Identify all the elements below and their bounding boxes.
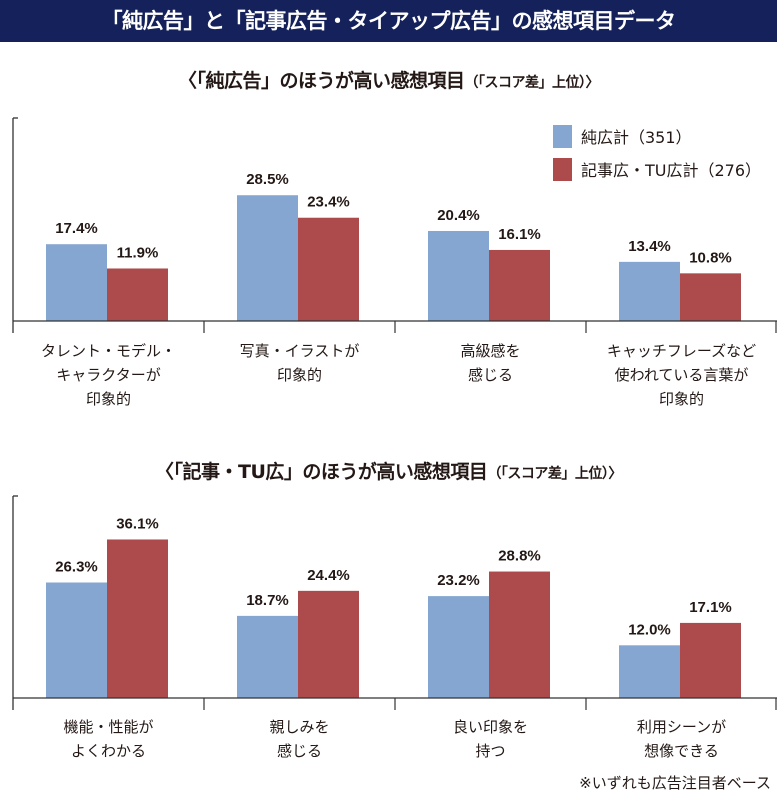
category-label: 利用シーンが [637,718,726,736]
data-label: 16.1% [498,226,541,243]
chart2-title: 〈「記事・TU広」のほうが高い感想項目（「スコア差」上位）〉 [0,457,777,484]
data-label: 17.4% [55,220,98,237]
category-label: 親しみを [269,718,329,736]
title-bar: 「純広告」と「記事広告・タイアップ広告」の感想項目データ [0,0,777,42]
bar-series2 [680,622,741,698]
chart1-title-main: 〈「純広告」のほうが高い感想項目 [177,70,465,92]
chart2-title-main: 〈「記事・TU広」のほうが高い感想項目 [155,461,488,483]
bar-series2 [489,571,550,698]
bar-series1 [619,261,680,321]
chart1-title-note: （「スコア差」上位）〉 [464,75,600,91]
chart1-title: 〈「純広告」のほうが高い感想項目（「スコア差」上位）〉 [0,66,777,93]
category-label: キャッチフレーズなど [607,342,756,360]
data-label: 24.4% [307,567,350,584]
bar-series1 [428,596,489,698]
category-label: よくわかる [71,742,146,760]
category-label: 想像できる [644,742,719,760]
footnote: ※いずれも広告注目者ベース [579,774,771,792]
bar-series2 [489,249,550,321]
legend-swatch-blue [553,124,572,148]
category-label: 感じる [468,366,513,384]
data-label: 36.1% [116,515,159,532]
bar-series1 [428,230,489,321]
category-label: 機能・性能が [63,718,153,736]
category-label: 印象的 [277,366,322,384]
data-label: 17.1% [689,599,732,616]
data-label: 28.8% [498,548,541,565]
category-label: キャラクターが [56,366,160,384]
bar-series1 [237,615,298,698]
legend-item-series2: 記事広・TU広計（276） [553,157,761,181]
data-label: 13.4% [628,238,671,255]
legend-swatch-red [553,157,572,181]
bar-series2 [107,539,168,698]
legend-label: 純広計（351） [581,128,692,147]
data-label: 11.9% [117,244,159,261]
category-label: 印象的 [659,390,704,408]
category-label: 使われている言葉が [615,366,749,384]
category-label: タレント・モデル・ [41,342,176,360]
data-label: 20.4% [437,207,480,224]
bar-series1 [237,195,298,321]
bar-series1 [46,244,107,321]
data-label: 28.5% [246,171,289,188]
category-label: 感じる [277,742,322,760]
data-label: 10.8% [689,249,732,266]
bar-series2 [298,590,359,698]
data-label: 26.3% [55,559,98,576]
bar-series2 [107,268,168,321]
data-label: 18.7% [246,592,289,609]
category-label: 良い印象を [453,718,528,736]
legend-item-series1: 純広計（351） [553,124,692,148]
bar-series1 [619,645,680,698]
bar-series2 [298,217,359,321]
chart2-title-note: （「スコア差」上位）〉 [487,466,622,482]
bar-series2 [680,273,741,321]
category-label: 高級感を [460,342,520,360]
legend-label: 記事広・TU広計（276） [581,161,762,180]
data-label: 12.0% [628,621,671,638]
category-label: 写真・イラストが [240,342,360,360]
data-label: 23.2% [437,572,480,589]
data-label: 23.4% [307,194,350,211]
bar-series1 [46,582,107,698]
category-label: 持つ [475,742,505,760]
category-label: 印象的 [86,390,131,408]
